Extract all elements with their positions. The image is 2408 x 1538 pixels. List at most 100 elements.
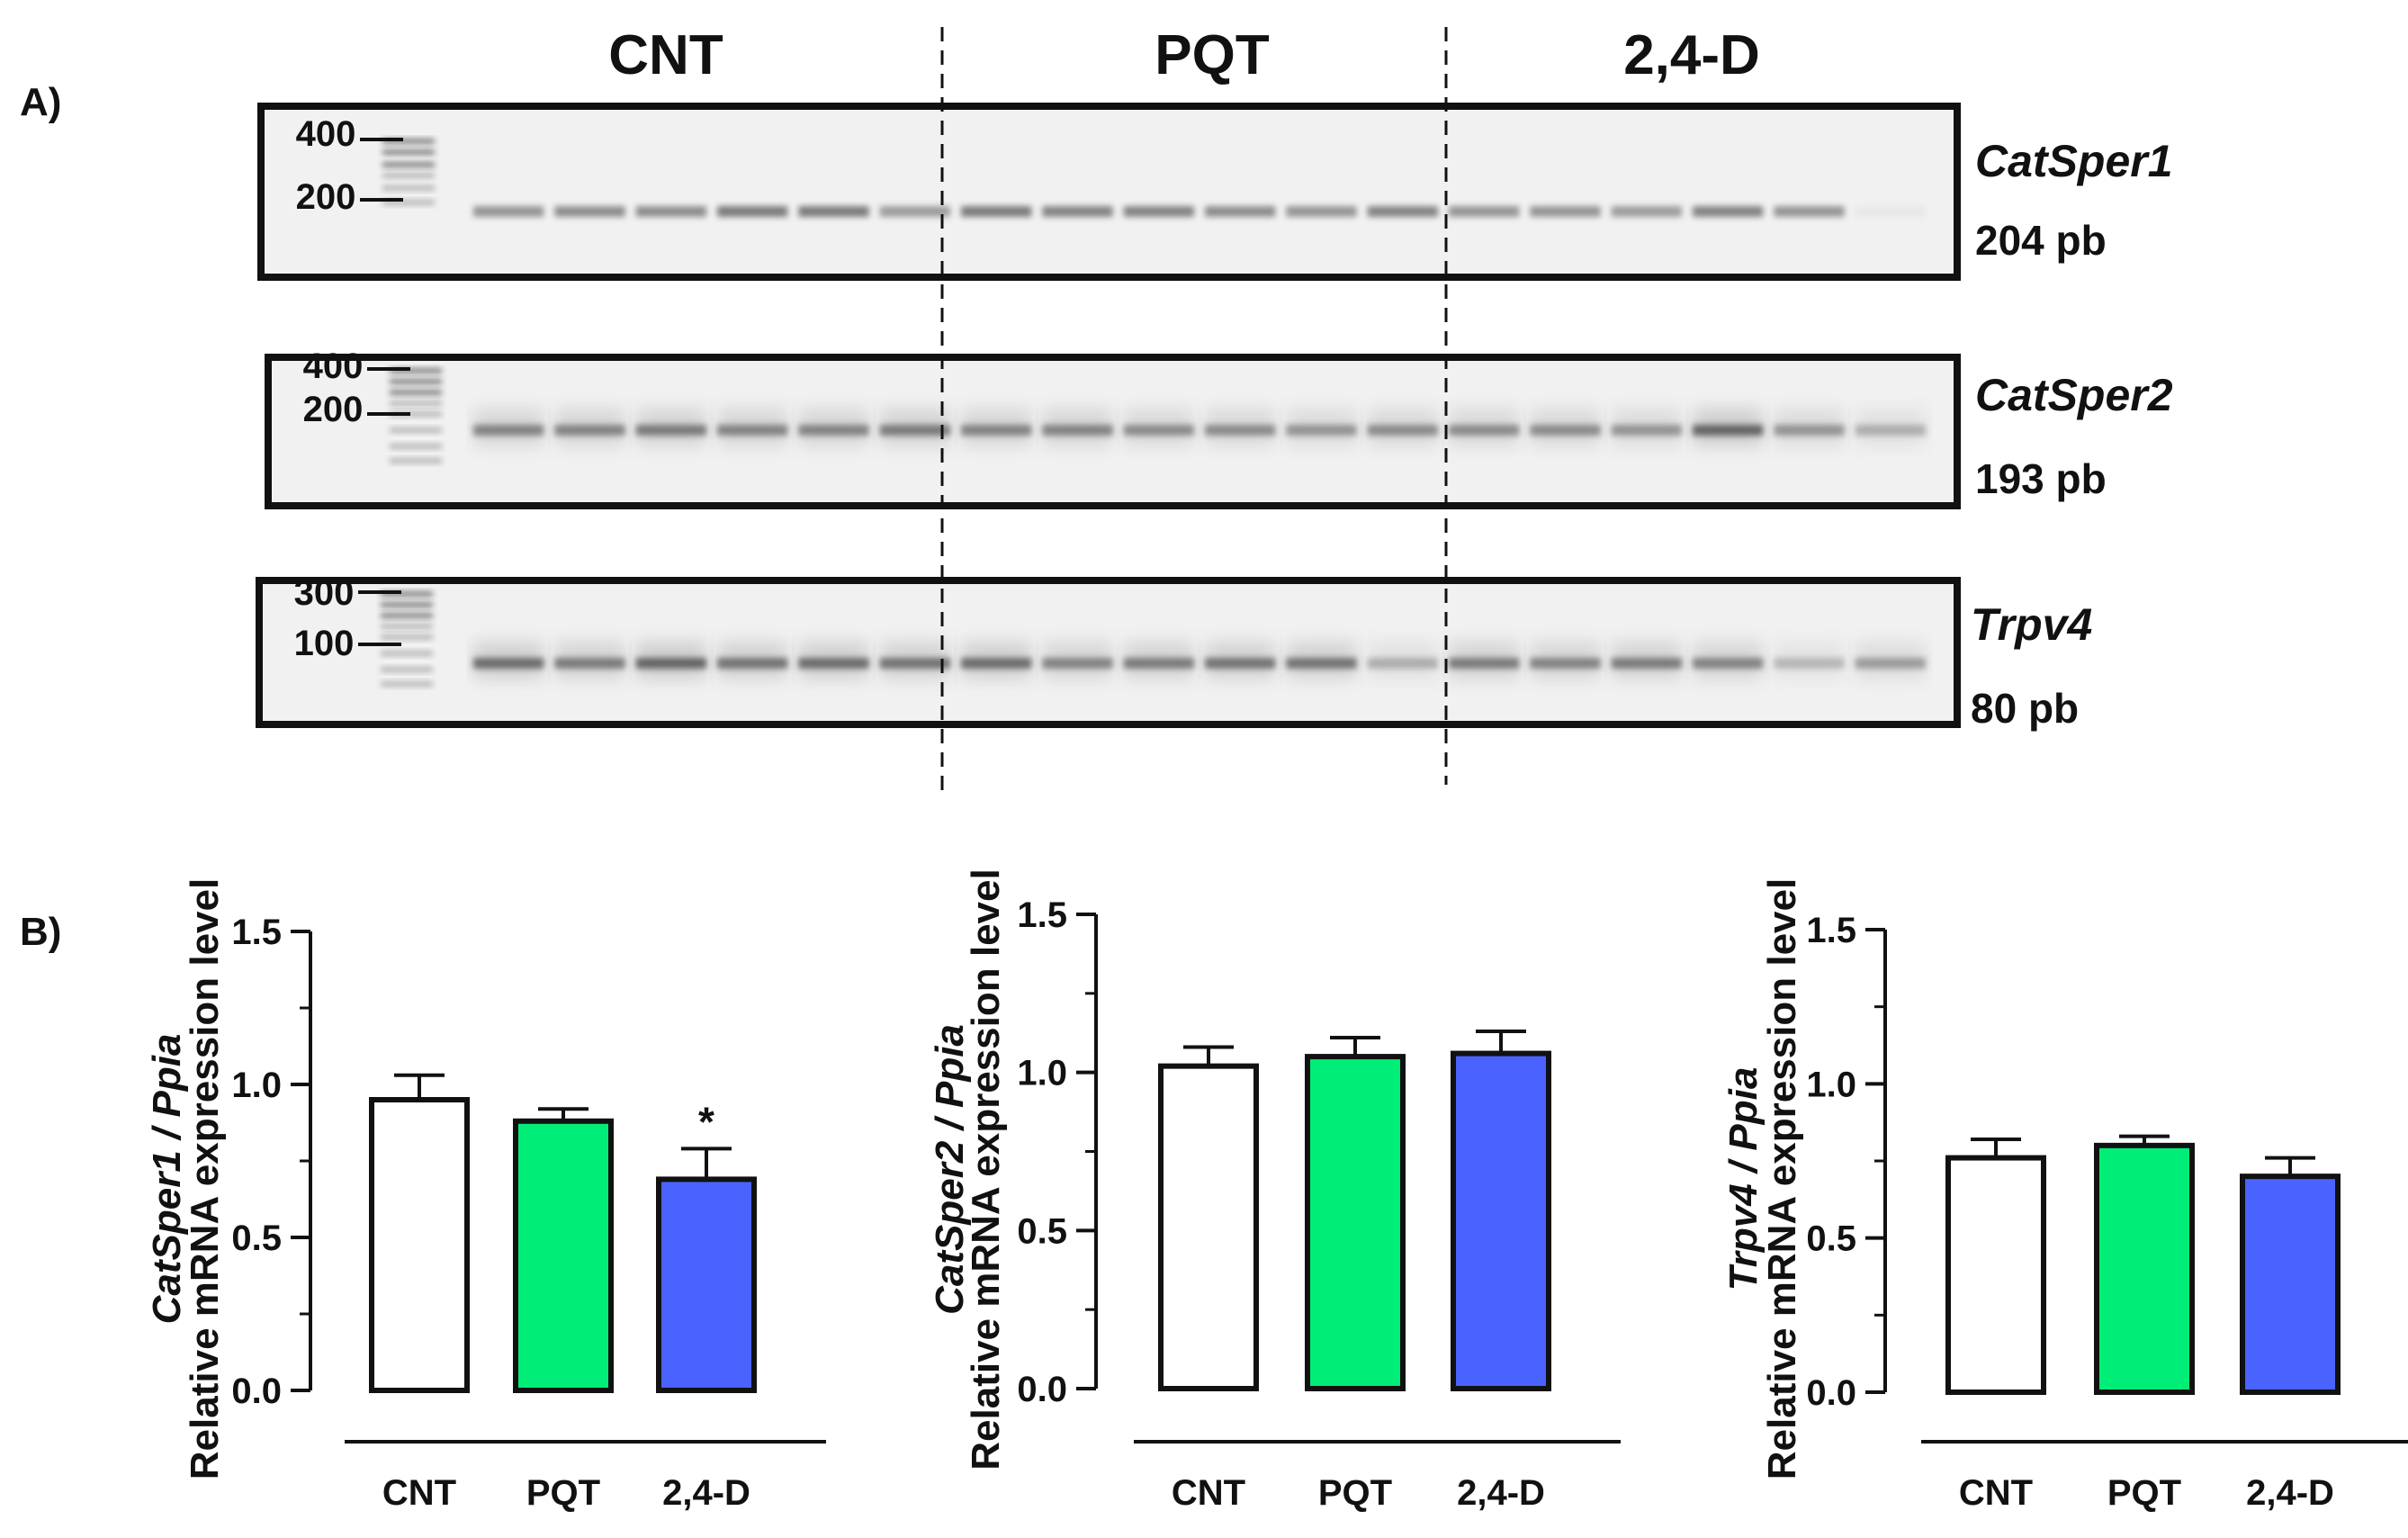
gel-band [1774,658,1845,669]
gel-band [1611,425,1682,436]
y-axis-gene-label: Trpv4 / Ppia [1721,1067,1766,1291]
gel-band [961,425,1032,436]
y-tick-label: 1.5 [1806,911,1856,950]
gel-frame [256,577,1961,728]
x-tick-label: PQT [526,1473,600,1513]
x-tick-label: PQT [2107,1473,2181,1513]
gel-group-labels: CNT PQT 2,4-D [608,24,1760,86]
bar-24d [656,1176,757,1394]
gel-band [961,206,1032,217]
gel-band [1367,658,1438,669]
gel-band [961,658,1032,669]
gel-band [798,425,869,436]
ladder-band [390,427,442,433]
gel-band [1367,425,1438,436]
ladder-band [381,667,433,672]
gel-band [1205,658,1276,669]
y-axis-gene-label: CatSper2 / Ppia [928,1024,972,1315]
gel-frame [265,354,1961,509]
gel-band [1530,206,1601,217]
gel-band [1042,206,1113,217]
x-tick-label: CNT [382,1473,456,1513]
ladder-band [390,400,442,406]
bar-cnt [1158,1063,1259,1391]
y-tick-label: 0.0 [1017,1370,1067,1409]
gel-size-label: 193 pb [1975,455,2107,502]
gel-band [1774,425,1845,436]
gel-band [635,425,706,436]
gel-band [1286,658,1357,669]
gel-band [1286,425,1357,436]
gel-band [1611,658,1682,669]
gel-band [717,425,788,436]
panel-label-a: A) [20,80,61,124]
bar-24d [2240,1174,2341,1395]
ladder-band [390,444,442,449]
gel-band [473,658,544,669]
ladder-band [381,591,433,597]
ladder-band [382,162,435,167]
gel-band [717,658,788,669]
ladder-band [382,200,435,205]
y-tick-label: 0.5 [231,1219,282,1258]
ladder-band [390,379,442,384]
ladder-band [381,624,433,629]
ladder-label-200: 200 [296,177,356,217]
ladder-band [382,185,435,191]
gel-band [1855,206,1926,217]
gel-band [1530,425,1601,436]
y-tick-label: 1.0 [1017,1054,1067,1093]
gel-band [1530,658,1601,669]
gel-gene-label: CatSper1 [1975,136,2173,186]
ladder-band [381,634,433,640]
ladder-band [390,390,442,395]
gel-band [1205,206,1276,217]
bar-24d [1451,1050,1551,1391]
ladder-band [381,602,433,607]
x-tick-label: 2,4-D [2246,1473,2334,1513]
significance-marker: * [698,1098,714,1145]
gel-band [1611,206,1682,217]
gel-gene-label: Trpv4 [1971,599,2092,650]
gel-frame [257,103,1961,281]
gel-group-label-24d: 2,4-D [1623,24,1760,86]
gel-band [717,206,788,217]
y-tick-label: 0.0 [1806,1373,1856,1413]
ladder-band [390,411,442,417]
gel-band [1123,425,1194,436]
y-axis-label: Relative mRNA expression level [1760,878,1804,1480]
gel-band [1693,425,1764,436]
gel-band [554,658,625,669]
ladder-label-400: 400 [303,346,364,386]
y-axis-label: Relative mRNA expression level [964,868,1008,1470]
gel-band [1693,206,1764,217]
gel-group-label-pqt: PQT [1155,24,1270,86]
bar-pqt [1305,1054,1406,1391]
gel-band [879,425,950,436]
bar-cnt [1945,1155,2046,1396]
ladder-label-400: 400 [296,114,356,154]
ladder-band [382,149,435,155]
gel-band [1042,425,1113,436]
gel-band [554,206,625,217]
gel-band [473,425,544,436]
bar-pqt [2094,1142,2195,1396]
gel-band [798,206,869,217]
gel-band [635,206,706,217]
gel-band [1774,206,1845,217]
y-axis-gene-label: CatSper1 / Ppia [145,1034,189,1325]
ladder-label-100: 100 [294,624,355,663]
gel-band [879,658,950,669]
gel-image: 400 200 CatSper1 204 pb 400 200 CatSper2 193 pb… [256,103,2173,732]
ladder-band [382,173,435,178]
gel-gene-label: CatSper2 [1975,370,2173,420]
x-tick-label: PQT [1318,1473,1392,1513]
gel-band [1286,206,1357,217]
y-axis-label: Relative mRNA expression level [183,878,227,1480]
y-tick-label: 1.5 [231,913,282,952]
gel-band [1042,658,1113,669]
gel-band [1205,425,1276,436]
ladder-band [381,681,433,687]
